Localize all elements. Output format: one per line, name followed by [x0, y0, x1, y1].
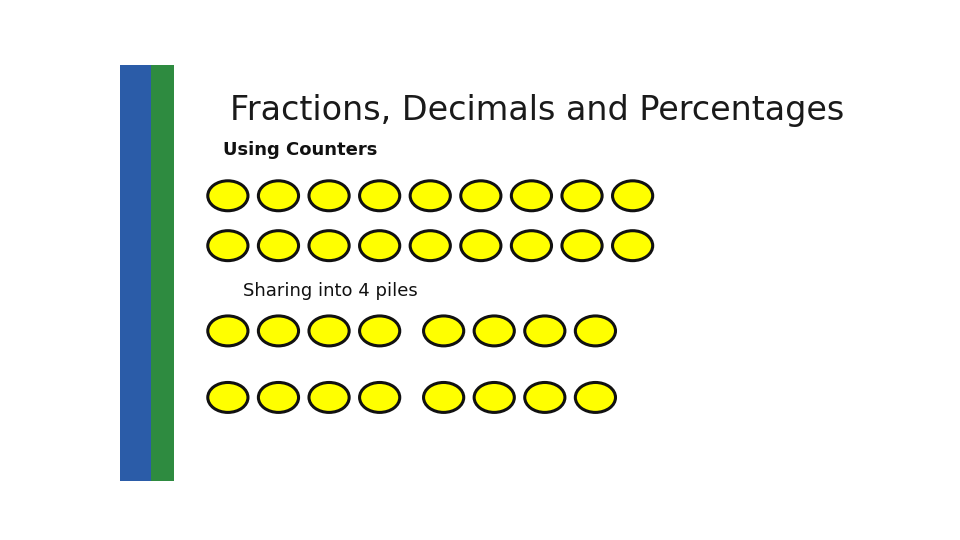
Bar	[152, 65, 174, 481]
Ellipse shape	[309, 181, 349, 211]
Ellipse shape	[207, 181, 248, 211]
Ellipse shape	[360, 181, 399, 211]
Ellipse shape	[360, 382, 399, 413]
Ellipse shape	[525, 316, 564, 346]
Ellipse shape	[360, 231, 399, 261]
Ellipse shape	[410, 181, 450, 211]
Ellipse shape	[360, 316, 399, 346]
Ellipse shape	[207, 316, 248, 346]
Ellipse shape	[612, 181, 653, 211]
Ellipse shape	[575, 382, 615, 413]
Ellipse shape	[258, 231, 299, 261]
Bar	[120, 65, 152, 481]
Ellipse shape	[575, 316, 615, 346]
Ellipse shape	[461, 231, 501, 261]
Ellipse shape	[474, 316, 515, 346]
Ellipse shape	[512, 231, 551, 261]
Ellipse shape	[258, 181, 299, 211]
Ellipse shape	[474, 382, 515, 413]
Ellipse shape	[410, 231, 450, 261]
Ellipse shape	[258, 382, 299, 413]
Ellipse shape	[562, 181, 602, 211]
Ellipse shape	[525, 382, 564, 413]
Ellipse shape	[562, 231, 602, 261]
Ellipse shape	[461, 181, 501, 211]
Ellipse shape	[309, 316, 349, 346]
Ellipse shape	[207, 382, 248, 413]
Ellipse shape	[423, 382, 464, 413]
Ellipse shape	[423, 316, 464, 346]
Ellipse shape	[258, 316, 299, 346]
Text: Using Counters: Using Counters	[223, 141, 377, 159]
Ellipse shape	[612, 231, 653, 261]
Text: Sharing into 4 piles: Sharing into 4 piles	[243, 282, 418, 300]
Ellipse shape	[512, 181, 551, 211]
Ellipse shape	[309, 231, 349, 261]
Text: Fractions, Decimals and Percentages: Fractions, Decimals and Percentages	[229, 94, 844, 127]
Ellipse shape	[309, 382, 349, 413]
Ellipse shape	[207, 231, 248, 261]
